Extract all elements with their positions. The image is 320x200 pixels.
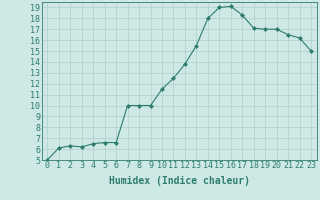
X-axis label: Humidex (Indice chaleur): Humidex (Indice chaleur) (109, 176, 250, 186)
